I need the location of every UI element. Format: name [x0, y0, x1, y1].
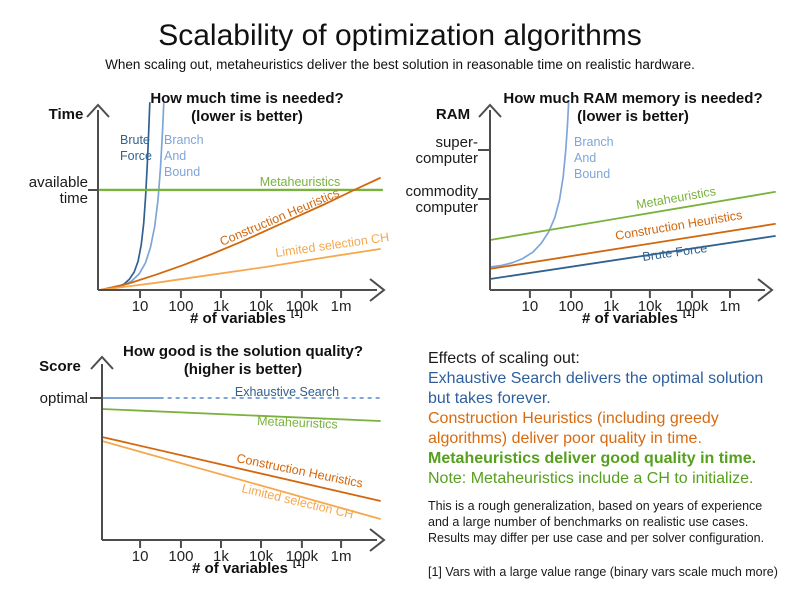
- x-tick-label: 10k: [249, 298, 274, 315]
- chart-title: How much time is needed?: [150, 90, 343, 107]
- series-metaheuristics: [101, 408, 381, 422]
- series-label-branch-and-bound: Bound: [574, 167, 610, 181]
- x-tick-label: 100: [168, 548, 193, 565]
- series-branch-and-bound: [99, 101, 165, 291]
- series-metaheuristics: [489, 191, 776, 241]
- y-axis-arrow-icon: [86, 103, 110, 118]
- y-annotation: optimal: [40, 390, 88, 407]
- y-axis-arrow-icon: [90, 355, 114, 370]
- page-title: Scalability of optimization algorithms: [158, 19, 642, 52]
- chart-title: How good is the solution quality?: [123, 343, 363, 360]
- y-axis-name: RAM: [436, 106, 470, 123]
- series-label-metaheuristics: Metaheuristics: [257, 414, 338, 432]
- x-tick-label: 1m: [331, 298, 352, 315]
- panel-line-exhaustive-2: but takes forever.: [428, 390, 551, 407]
- x-tick-label: 10: [132, 548, 149, 565]
- x-tick-label: 1k: [213, 548, 229, 565]
- series-label-branch-and-bound: Branch: [164, 133, 204, 147]
- series-label-brute-force: Brute Force: [641, 241, 708, 264]
- dynamic-layer: 10 100 1k 10k 100k 1m: [489, 100, 776, 315]
- x-tick-label: 1k: [213, 298, 229, 315]
- panel-line-note: Note: Metaheuristics include a CH to ini…: [428, 470, 754, 487]
- series-branch-and-bound: [489, 100, 570, 268]
- footnote: [1] Vars with a large value range (binar…: [428, 565, 778, 579]
- x-tick-label: 1k: [603, 298, 619, 315]
- series-brute-force: [99, 101, 151, 291]
- panel-line-metaheuristics: Metaheuristics deliver good quality in t…: [428, 450, 757, 467]
- series-label-branch-and-bound: And: [574, 151, 596, 165]
- disclaimer-line: Results may differ per use case and per …: [428, 531, 765, 545]
- chart-time: 10 100 1k 10k 100k 1m How much time is needed…: [29, 90, 390, 327]
- series-construction-heuristics: [101, 436, 381, 502]
- chart-subtitle: (higher is better): [184, 361, 302, 378]
- y-annotation: time: [60, 190, 88, 207]
- x-axis-arrow-icon: [369, 528, 386, 552]
- y-annotation: computer: [415, 150, 478, 167]
- x-axis-label: # of variables: [192, 560, 288, 577]
- chart-title: How much RAM memory is needed?: [503, 90, 762, 107]
- panel-line-construction-1: Construction Heuristics (including greed…: [428, 410, 719, 427]
- chart-quality: 10 100 1k 10k 100k 1m How good is the solutio…: [39, 343, 386, 577]
- x-tick-label: 10: [132, 298, 149, 315]
- y-axis-arrow-icon: [478, 103, 502, 118]
- series-construction-heuristics: [489, 223, 776, 270]
- series-label-construction-heuristics: Construction Heuristics: [614, 208, 743, 243]
- series-label-branch-and-bound: And: [164, 149, 186, 163]
- y-annotation: available: [29, 174, 88, 191]
- panel-line-construction-2: algorithms) deliver poor quality in time…: [428, 430, 702, 447]
- effects-panel: Effects of scaling out: Exhaustive Searc…: [428, 349, 794, 580]
- series-label-brute-force: Brute: [120, 133, 150, 147]
- series-label-branch-and-bound: Bound: [164, 165, 200, 179]
- x-axis-label: # of variables: [582, 310, 678, 327]
- x-tick-label: 100: [168, 298, 193, 315]
- y-annotation: commodity: [405, 183, 478, 200]
- series-label-brute-force: Force: [120, 149, 152, 163]
- series-construction-heuristics: [99, 177, 381, 291]
- y-annotation: super-: [435, 134, 478, 151]
- disclaimer-line: This is a rough generalization, based on…: [428, 499, 763, 513]
- x-axis-arrow-icon: [757, 278, 774, 302]
- x-tick-label: 1m: [331, 548, 352, 565]
- x-axis-label-footnote-marker: [1]: [683, 308, 695, 319]
- series-label-exhaustive-search: Exhaustive Search: [235, 385, 339, 399]
- y-annotation: computer: [415, 199, 478, 216]
- chart-subtitle: (lower is better): [577, 108, 689, 125]
- x-tick-label: 10k: [638, 298, 663, 315]
- y-axis-name: Score: [39, 358, 81, 375]
- series-label-metaheuristics: Metaheuristics: [260, 175, 341, 189]
- x-tick-label: 100k: [286, 298, 319, 315]
- x-tick-label: 100k: [286, 548, 319, 565]
- disclaimer-line: and a large number of benchmarks on real…: [428, 515, 749, 529]
- y-axis-name: Time: [49, 106, 84, 123]
- series-brute-force: [489, 235, 776, 280]
- x-axis-arrow-icon: [369, 278, 386, 302]
- disclaimer: This is a rough generalization, based on…: [428, 498, 794, 546]
- dynamic-layer: 10 100 1k 10k 100k 1m: [101, 397, 381, 565]
- x-tick-label: 10k: [249, 548, 274, 565]
- series-limited-selection-ch: [99, 248, 381, 291]
- panel-line-exhaustive-1: Exhaustive Search delivers the optimal s…: [428, 370, 764, 387]
- x-axis-label-footnote-marker: [1]: [291, 308, 303, 319]
- x-tick-label: 100: [558, 298, 583, 315]
- series-label-limited-selection-ch: Limited selection CH: [240, 481, 355, 521]
- x-axis-label: # of variables: [190, 310, 286, 327]
- x-tick-label: 10: [522, 298, 539, 315]
- chart-ram: 10 100 1k 10k 100k 1m How much RAM memory is …: [405, 90, 776, 327]
- x-axis-label-footnote-marker: [1]: [293, 558, 305, 569]
- x-tick-label: 100k: [676, 298, 709, 315]
- panel-heading: Effects of scaling out:: [428, 350, 580, 367]
- chart-subtitle: (lower is better): [191, 108, 303, 125]
- dynamic-layer: 10 100 1k 10k 100k 1m: [98, 101, 384, 315]
- x-tick-label: 1m: [720, 298, 741, 315]
- page-subtitle: When scaling out, metaheuristics deliver…: [105, 57, 695, 72]
- series-limited-selection-ch: [101, 440, 381, 520]
- series-label-branch-and-bound: Branch: [574, 135, 614, 149]
